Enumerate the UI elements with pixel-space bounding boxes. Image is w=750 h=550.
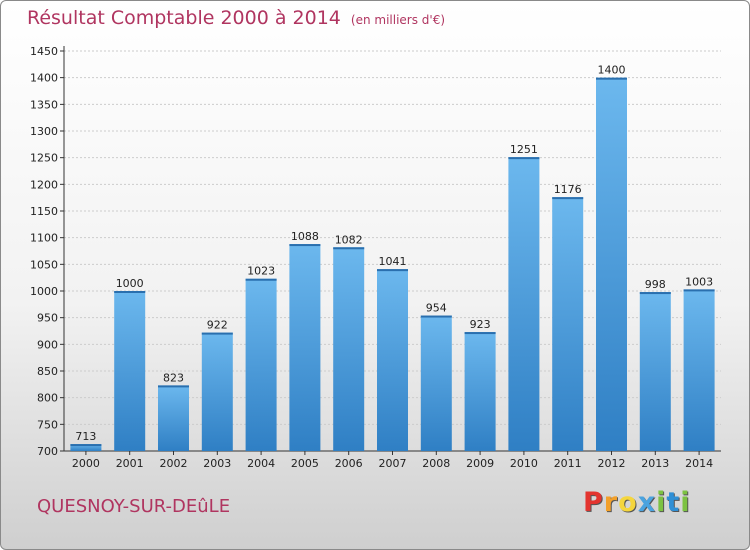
y-tick-label: 1100 — [30, 232, 58, 245]
bar-value-label: 713 — [75, 430, 96, 443]
bar-value-label: 823 — [163, 371, 184, 384]
chart-title: Résultat Comptable 2000 à 2014 (en millie… — [27, 7, 445, 29]
logo-letter: r — [603, 487, 619, 518]
x-tick-label: 2001 — [116, 457, 144, 470]
bar-value-label: 1088 — [291, 230, 319, 243]
x-tick-label: 2010 — [510, 457, 538, 470]
bar-top-edge — [70, 444, 102, 447]
y-tick-label: 1050 — [30, 258, 58, 271]
x-tick-label: 2014 — [685, 457, 713, 470]
logo-letter: i — [680, 487, 691, 518]
bar — [289, 244, 321, 451]
y-tick-label: 750 — [37, 418, 58, 431]
bar-top-edge — [245, 278, 277, 281]
bar — [552, 197, 584, 451]
x-tick-label: 2009 — [466, 457, 494, 470]
bar-value-label: 954 — [426, 302, 447, 315]
bar-value-label: 1003 — [685, 275, 713, 288]
y-tick-label: 900 — [37, 338, 58, 351]
bar-value-label: 923 — [470, 318, 491, 331]
y-tick-label: 1250 — [30, 152, 58, 165]
bar — [596, 77, 627, 452]
y-tick-label: 800 — [37, 392, 58, 405]
y-tick-label: 1000 — [30, 285, 58, 298]
bar-top-edge — [508, 157, 540, 160]
bar-top-edge — [377, 269, 408, 272]
bar-top-edge — [289, 244, 321, 247]
y-tick-label: 1450 — [30, 45, 58, 58]
y-tick-label: 1400 — [30, 72, 58, 85]
bar-top-edge — [464, 332, 496, 335]
bar-top-edge — [114, 291, 146, 293]
x-tick-label: 2000 — [72, 457, 100, 470]
bar-value-label: 998 — [645, 278, 666, 291]
y-tick-label: 850 — [37, 365, 58, 378]
x-tick-label: 2004 — [247, 457, 275, 470]
bar-value-label: 922 — [207, 319, 228, 332]
proxiti-logo: Proxiti — [583, 487, 691, 518]
bar — [201, 332, 233, 451]
bar-top-edge — [158, 385, 189, 388]
x-tick-label: 2003 — [203, 457, 231, 470]
bar — [70, 444, 102, 451]
chart-unit-text: (en milliers d'€) — [350, 13, 446, 27]
bar — [639, 292, 671, 451]
y-tick-label: 1350 — [30, 98, 58, 111]
bar-value-label: 1082 — [335, 233, 363, 246]
bar-top-edge — [683, 289, 715, 292]
bar — [377, 269, 408, 451]
x-tick-label: 2012 — [598, 457, 626, 470]
bar — [683, 289, 715, 451]
bar — [508, 157, 540, 451]
y-tick-label: 1150 — [30, 205, 58, 218]
y-tick-label: 1300 — [30, 125, 58, 138]
y-tick-label: 1200 — [30, 178, 58, 191]
logo-letter: i — [656, 487, 667, 518]
x-tick-label: 2007 — [379, 457, 407, 470]
logo-letter: o — [618, 487, 638, 518]
logo-letter: P — [583, 487, 604, 518]
x-tick-label: 2008 — [422, 457, 450, 470]
labels: 700 750 800 850 900 950 1000 1050 1100 1150 1200 12… — [30, 45, 713, 470]
y-tick-label: 950 — [37, 312, 58, 325]
bar-top-edge — [201, 332, 233, 335]
bar — [420, 315, 452, 451]
x-tick-label: 2002 — [160, 457, 188, 470]
bar-value-label: 1251 — [510, 143, 538, 156]
bar — [464, 332, 496, 451]
bar-value-label: 1000 — [116, 277, 144, 290]
bar-value-label: 1041 — [379, 255, 407, 268]
y-tick-label: 700 — [37, 445, 58, 458]
bar — [114, 291, 146, 451]
x-tick-label: 2011 — [554, 457, 582, 470]
bar-top-edge — [333, 247, 365, 250]
bar — [245, 278, 277, 451]
bars — [70, 77, 715, 452]
bar — [158, 385, 189, 451]
bar-value-label: 1023 — [247, 265, 275, 278]
bar-top-edge — [552, 197, 584, 200]
bar-top-edge — [596, 77, 627, 80]
logo-letter: t — [666, 487, 681, 518]
x-tick-label: 2013 — [641, 457, 669, 470]
logo-letter: x — [637, 487, 657, 518]
bar-value-label: 1400 — [598, 64, 626, 77]
bar-top-edge — [639, 292, 671, 295]
x-tick-label: 2006 — [335, 457, 363, 470]
bar-value-label: 1176 — [554, 183, 582, 196]
place-name: QUESNOY-SUR-DEûLE — [37, 496, 231, 517]
bar-top-edge — [420, 315, 452, 318]
bar — [333, 247, 365, 451]
chart-title-text: Résultat Comptable 2000 à 2014 — [27, 7, 341, 29]
x-tick-label: 2005 — [291, 457, 319, 470]
